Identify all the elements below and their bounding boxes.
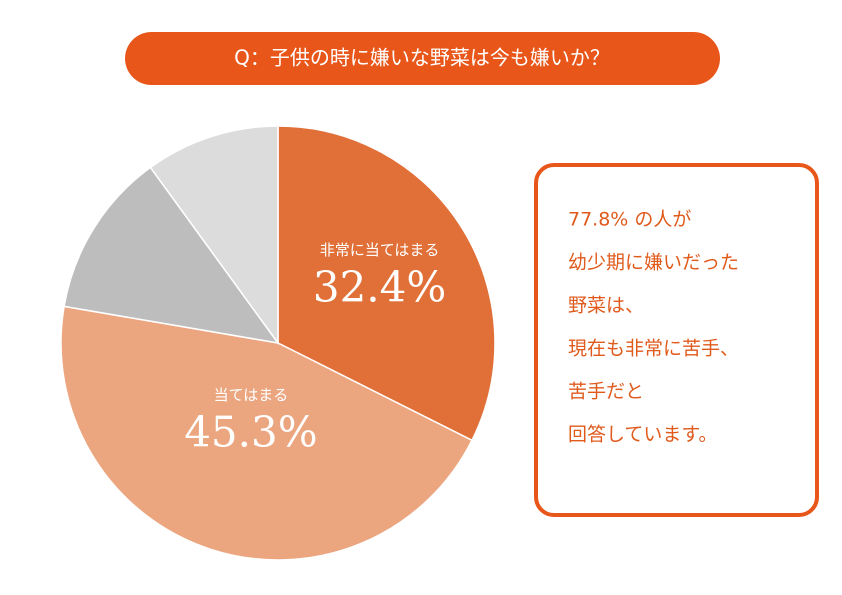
- pie-slice: [149, 125, 279, 346]
- slice-value-label: 45.3%: [184, 407, 317, 456]
- annotation-line: 現在も非常に苦手、: [568, 338, 739, 360]
- pie-slice: [277, 125, 496, 442]
- title-banner: [125, 32, 720, 85]
- annotation-line: 幼少期に嫌いだった: [568, 252, 739, 274]
- pie-slice: [60, 305, 473, 561]
- annotation-line: 野菜は、: [568, 295, 644, 317]
- pie: [60, 125, 496, 561]
- pie-slice: [63, 166, 280, 345]
- chart-title: Q：子供の時に嫌いな野菜は今も嫌いか？: [234, 46, 610, 70]
- annotation-box: [534, 163, 819, 517]
- annotation-line: 回答しています。: [568, 424, 718, 446]
- annotation-line: 77.8% の人が: [568, 209, 691, 231]
- slice-category: 非常に当てはまる: [320, 241, 440, 259]
- annotation-line: 苦手だと: [568, 381, 644, 403]
- slice-category: 当てはまる: [214, 386, 289, 404]
- slice-value-label: 32.4%: [313, 262, 446, 311]
